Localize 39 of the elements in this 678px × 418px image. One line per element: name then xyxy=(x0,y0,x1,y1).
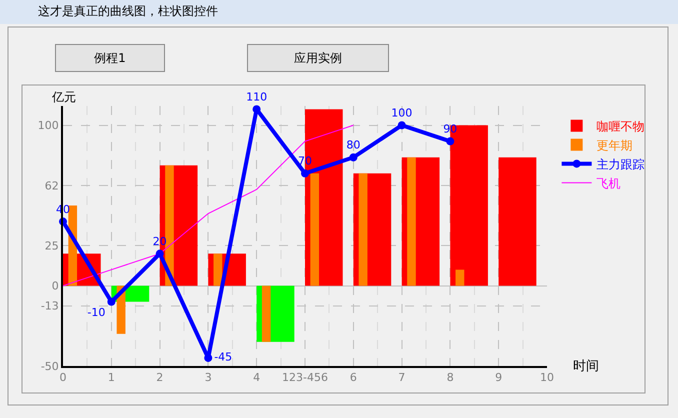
data-label: 70 xyxy=(298,154,312,168)
point xyxy=(107,298,116,306)
data-label: -10 xyxy=(87,306,106,320)
legend-label: 更年期 xyxy=(596,138,633,152)
chart-title: 这才是真正的曲线图，柱状图控件 xyxy=(38,4,218,18)
x-tick-label: 7 xyxy=(398,371,406,384)
data-label: 80 xyxy=(346,138,360,152)
point xyxy=(446,137,454,146)
x-tick-label: 9 xyxy=(495,371,502,384)
legend-label: 咖喱不物 xyxy=(596,119,645,134)
data-label: -45 xyxy=(214,350,232,364)
legend-label: 飞机 xyxy=(596,176,621,190)
x-tick-label: 2 xyxy=(156,371,164,384)
x-tick-label: 8 xyxy=(446,371,454,384)
text: 应用实例 xyxy=(294,51,342,65)
x-axis-title: 时间 xyxy=(573,359,599,374)
y-tick-label: 62 xyxy=(44,179,59,192)
y-tick-label: 25 xyxy=(44,239,59,252)
x-tick-label: 3 xyxy=(204,371,212,384)
point xyxy=(156,250,164,258)
data-label: 100 xyxy=(391,106,412,120)
y-tick-label: -13 xyxy=(40,300,59,313)
point xyxy=(301,169,309,178)
text: 例程1 xyxy=(94,51,126,65)
x-tick-label: 10 xyxy=(540,371,554,384)
x-tick-label: 1 xyxy=(108,371,115,384)
x-tick-label: 123-456 xyxy=(282,371,328,384)
y-tick-label: 0 xyxy=(52,280,59,293)
data-label: 110 xyxy=(246,90,268,104)
point xyxy=(252,105,261,114)
y-tick-label: -50 xyxy=(40,360,59,373)
point xyxy=(204,354,212,362)
point xyxy=(398,121,406,130)
point xyxy=(349,153,358,162)
x-tick-label: 6 xyxy=(350,371,357,384)
legend-label: 主力跟踪 xyxy=(596,157,645,172)
x-tick-label: 4 xyxy=(253,371,260,384)
y-tick-label: 100 xyxy=(38,119,59,132)
y-axis-title: 亿元 xyxy=(51,90,76,104)
